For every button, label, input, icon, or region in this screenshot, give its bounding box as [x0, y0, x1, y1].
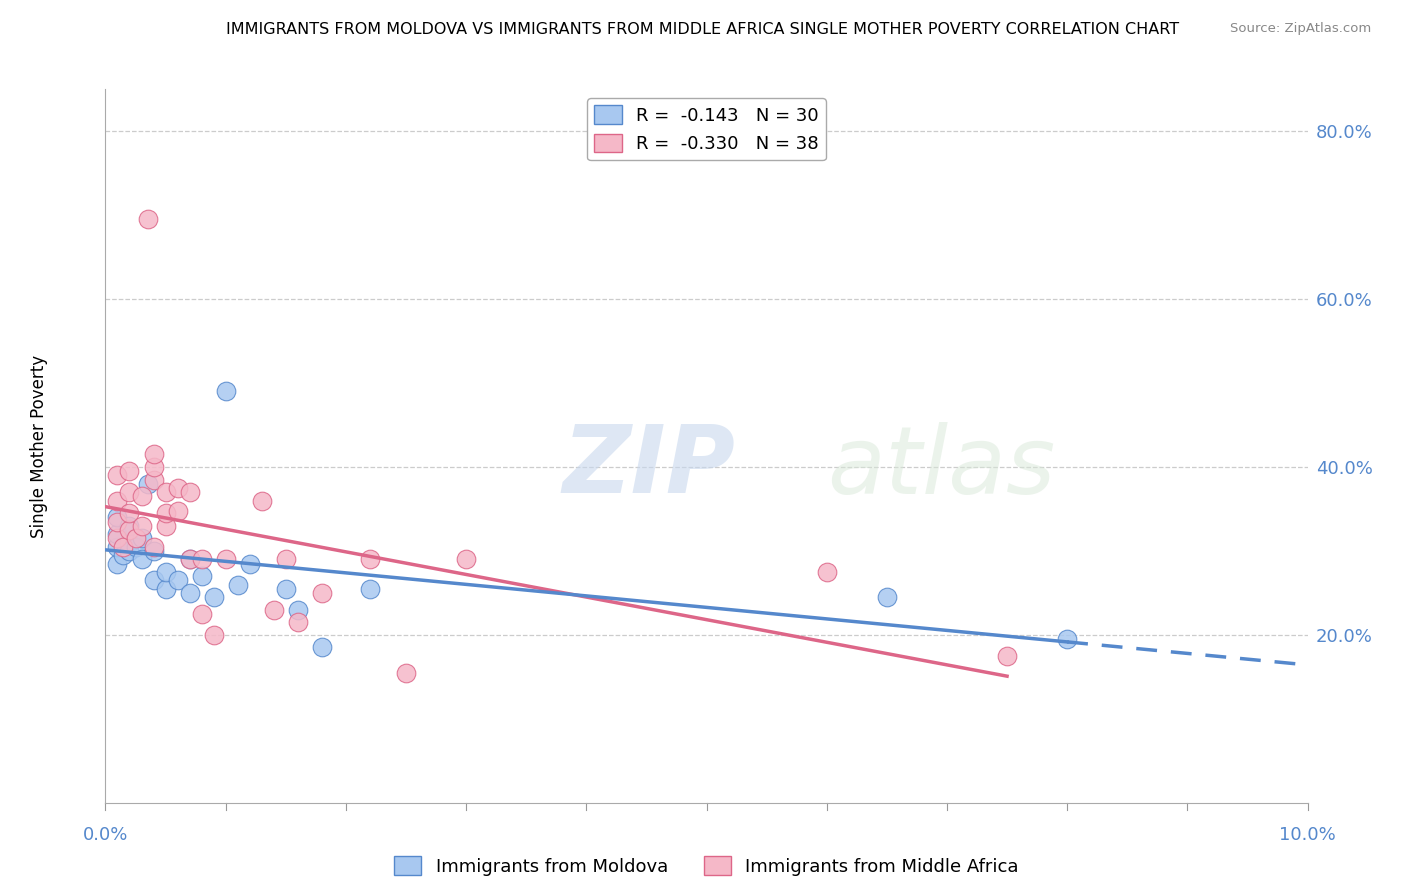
Point: [190, 569, 212, 583]
Point: [107, 532, 129, 546]
Point: [107, 540, 129, 554]
Point: [136, 212, 159, 227]
Point: [287, 603, 309, 617]
Point: [155, 565, 177, 579]
Point: [124, 532, 146, 546]
Point: [190, 552, 212, 566]
Text: ZIP: ZIP: [562, 421, 735, 514]
Point: [995, 648, 1018, 663]
Point: [202, 590, 225, 604]
Point: [118, 535, 141, 549]
Point: [287, 615, 309, 630]
Point: [107, 493, 129, 508]
Point: [1056, 632, 1078, 646]
Point: [166, 503, 188, 517]
Point: [142, 574, 165, 588]
Point: [155, 506, 177, 520]
Point: [112, 548, 135, 562]
Point: [155, 518, 177, 533]
Point: [311, 640, 333, 655]
Point: [179, 552, 201, 566]
Point: [179, 586, 201, 600]
Point: [107, 557, 129, 571]
Point: [179, 552, 201, 566]
Point: [155, 485, 177, 500]
Text: Source: ZipAtlas.com: Source: ZipAtlas.com: [1230, 22, 1371, 36]
Text: 10.0%: 10.0%: [1279, 826, 1336, 844]
Point: [815, 565, 838, 579]
Point: [454, 552, 477, 566]
Point: [107, 515, 129, 529]
Point: [226, 577, 249, 591]
Point: [112, 540, 135, 554]
Point: [214, 384, 236, 399]
Point: [131, 518, 153, 533]
Point: [263, 603, 285, 617]
Point: [202, 628, 225, 642]
Text: IMMIGRANTS FROM MOLDOVA VS IMMIGRANTS FROM MIDDLE AFRICA SINGLE MOTHER POVERTY C: IMMIGRANTS FROM MOLDOVA VS IMMIGRANTS FR…: [226, 22, 1180, 37]
Point: [118, 544, 141, 558]
Point: [118, 506, 141, 520]
Text: atlas: atlas: [827, 422, 1054, 513]
Point: [124, 540, 146, 554]
Point: [166, 574, 188, 588]
Point: [359, 582, 381, 596]
Legend: Immigrants from Moldova, Immigrants from Middle Africa: Immigrants from Moldova, Immigrants from…: [387, 849, 1026, 883]
Point: [239, 557, 262, 571]
Point: [311, 586, 333, 600]
Point: [250, 493, 273, 508]
Point: [274, 552, 297, 566]
Point: [876, 590, 898, 604]
Text: Single Mother Poverty: Single Mother Poverty: [31, 354, 48, 538]
Point: [118, 523, 141, 537]
Point: [395, 665, 418, 680]
Point: [142, 544, 165, 558]
Point: [118, 485, 141, 500]
Point: [179, 485, 201, 500]
Point: [166, 481, 188, 495]
Point: [136, 476, 159, 491]
Point: [107, 468, 129, 483]
Point: [190, 607, 212, 621]
Point: [274, 582, 297, 596]
Point: [118, 464, 141, 478]
Point: [107, 527, 129, 541]
Point: [107, 510, 129, 524]
Point: [359, 552, 381, 566]
Point: [142, 473, 165, 487]
Point: [142, 540, 165, 554]
Point: [142, 460, 165, 475]
Point: [131, 532, 153, 546]
Point: [131, 552, 153, 566]
Point: [142, 447, 165, 461]
Point: [155, 582, 177, 596]
Text: 0.0%: 0.0%: [83, 826, 128, 844]
Point: [214, 552, 236, 566]
Point: [118, 518, 141, 533]
Point: [131, 489, 153, 503]
